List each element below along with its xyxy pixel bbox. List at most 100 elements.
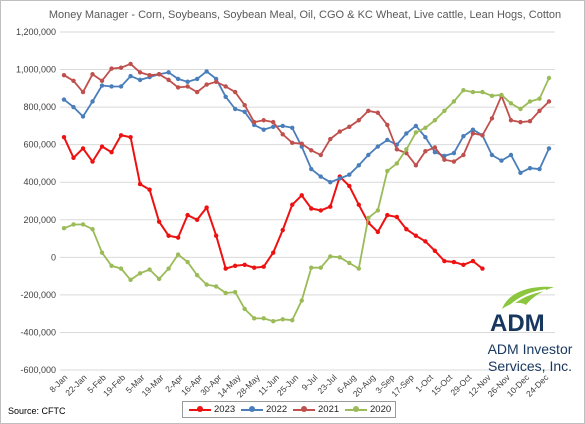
y-tick-label: 1,200,000 — [16, 27, 56, 37]
data-point-2022 — [423, 134, 428, 140]
data-point-2022 — [546, 146, 552, 151]
data-point-2022 — [385, 137, 390, 143]
data-point-2022 — [128, 73, 133, 79]
data-point-2022 — [432, 149, 438, 155]
data-point-2020 — [80, 222, 86, 227]
data-point-2023 — [109, 149, 114, 155]
data-point-2023 — [451, 259, 457, 265]
data-point-2023 — [261, 264, 266, 269]
data-point-2021 — [290, 140, 295, 145]
data-point-2020 — [451, 99, 457, 104]
data-point-2022 — [290, 125, 295, 130]
data-point-2023 — [118, 133, 124, 138]
data-point-2021 — [413, 163, 419, 168]
data-point-2021 — [518, 119, 523, 125]
x-tick-label: 19-Mar — [139, 372, 165, 398]
data-point-2022 — [518, 170, 523, 176]
data-point-2021 — [337, 129, 342, 134]
data-point-2022 — [413, 123, 419, 129]
data-point-2022 — [261, 127, 266, 132]
data-point-2022 — [242, 109, 247, 115]
data-point-2020 — [156, 276, 162, 282]
data-point-2021 — [318, 152, 323, 158]
data-point-2023 — [347, 183, 352, 189]
logo-company-line-1: ADM Investor — [487, 341, 573, 357]
leaf-icon — [502, 286, 554, 309]
y-tick-label: 200,000 — [23, 215, 56, 225]
data-point-2021 — [223, 84, 228, 89]
data-point-2020 — [518, 106, 523, 112]
data-point-2023 — [356, 202, 362, 207]
data-point-2023 — [213, 233, 219, 238]
data-point-2020 — [328, 254, 333, 259]
data-point-2022 — [347, 172, 352, 177]
data-point-2020 — [271, 318, 276, 324]
data-point-2020 — [204, 282, 209, 287]
data-point-2020 — [461, 88, 466, 93]
data-point-2020 — [527, 99, 533, 104]
data-point-2020 — [175, 252, 181, 257]
data-point-2022 — [309, 166, 314, 172]
data-point-2023 — [175, 235, 181, 240]
data-point-2022 — [99, 83, 105, 88]
data-point-2020 — [480, 89, 485, 95]
data-point-2020 — [385, 168, 390, 174]
data-point-2020 — [347, 260, 352, 266]
series-line-2021 — [63, 62, 550, 167]
data-point-2023 — [99, 144, 105, 149]
data-point-2020 — [442, 108, 447, 114]
data-point-2021 — [185, 84, 190, 89]
data-point-2020 — [290, 318, 295, 323]
data-point-2023 — [309, 206, 314, 211]
data-point-2022 — [328, 180, 333, 185]
series-line-2020 — [63, 77, 550, 323]
data-point-2023 — [204, 205, 209, 210]
data-point-2021 — [204, 82, 209, 87]
data-point-2021 — [508, 118, 514, 123]
data-point-2023 — [470, 258, 476, 264]
data-point-2021 — [356, 118, 362, 123]
gridlines — [60, 31, 555, 371]
data-point-2021 — [394, 147, 400, 152]
data-point-2021 — [71, 78, 76, 84]
y-tick-label: 400,000 — [23, 177, 56, 187]
legend-swatch — [345, 405, 367, 414]
data-point-2023 — [413, 233, 419, 238]
legend-swatch — [293, 405, 315, 414]
data-point-2020 — [404, 147, 409, 152]
data-point-2021 — [213, 79, 219, 84]
data-point-2022 — [489, 152, 495, 158]
data-point-2023 — [394, 214, 400, 220]
data-point-2022 — [271, 124, 276, 130]
data-point-2020 — [546, 75, 552, 81]
data-point-2023 — [137, 181, 143, 187]
data-point-2022 — [451, 150, 457, 156]
data-point-2023 — [61, 134, 67, 140]
data-point-2023 — [156, 219, 162, 224]
legend-item-2022: 2022 — [241, 403, 287, 416]
data-point-2020 — [299, 298, 304, 303]
data-point-2020 — [118, 266, 124, 271]
data-point-2021 — [251, 119, 257, 125]
data-point-2021 — [137, 70, 143, 75]
data-point-2023 — [128, 134, 133, 140]
data-point-2023 — [461, 262, 466, 268]
data-point-2023 — [328, 204, 333, 209]
data-point-2021 — [99, 78, 105, 84]
data-point-2022 — [508, 152, 514, 158]
data-point-2023 — [90, 159, 95, 164]
data-point-2020 — [423, 125, 428, 130]
x-axis-ticks: 8-Jan22-Jan5-Feb19-Feb5-Mar19-Mar2-Apr16… — [47, 372, 551, 400]
data-point-2022 — [356, 163, 362, 168]
data-point-2022 — [337, 176, 342, 181]
x-tick-label: 22-Jan — [63, 372, 89, 398]
y-tick-label: 0 — [51, 252, 56, 262]
data-point-2023 — [194, 217, 200, 222]
data-point-2023 — [404, 226, 409, 232]
y-tick-label: 600,000 — [23, 140, 56, 150]
data-point-2020 — [366, 215, 371, 221]
y-axis-ticks: 1,200,000 1,000,000 800,000 600,000 400,000 2… — [16, 27, 56, 375]
data-point-2023 — [271, 250, 276, 255]
data-point-2020 — [318, 265, 323, 270]
